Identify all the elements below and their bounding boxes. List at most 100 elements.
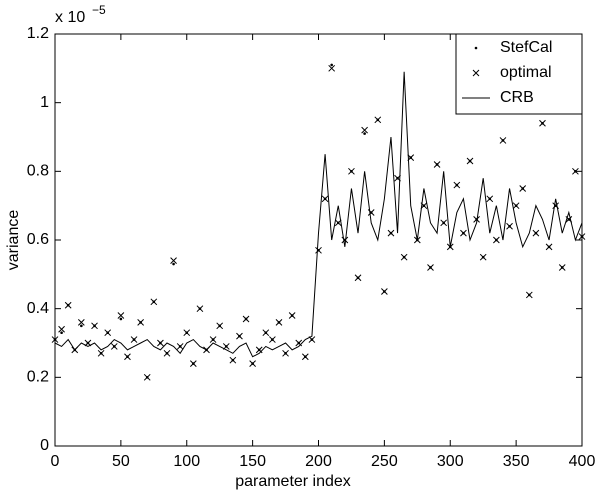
point xyxy=(229,356,237,364)
point xyxy=(473,216,480,223)
point xyxy=(330,63,333,67)
point xyxy=(512,202,520,210)
point xyxy=(60,331,63,335)
legend-swatch xyxy=(472,69,480,77)
point xyxy=(189,360,197,367)
legend-label: StefCal xyxy=(500,39,552,56)
point xyxy=(51,336,59,343)
point xyxy=(321,195,329,203)
point xyxy=(367,209,375,216)
point xyxy=(400,253,408,261)
point xyxy=(176,343,184,350)
y-scale-exponent: −5 xyxy=(92,3,106,17)
y-tick-label: 0.4 xyxy=(27,300,49,317)
x-axis-label: parameter index xyxy=(235,473,351,490)
point xyxy=(525,291,533,299)
y-tick-label: 0 xyxy=(40,437,49,454)
point xyxy=(506,222,513,230)
point xyxy=(363,132,366,135)
legend-label: CRB xyxy=(500,89,534,106)
point xyxy=(249,360,256,367)
point xyxy=(479,253,487,261)
point xyxy=(119,317,123,321)
x-tick-label: 0 xyxy=(51,453,60,470)
point xyxy=(110,343,118,350)
point xyxy=(170,257,177,264)
point xyxy=(77,319,85,326)
point xyxy=(558,264,566,271)
y-tick-label: 0.8 xyxy=(27,163,49,180)
point xyxy=(143,373,151,381)
x-tick-label: 150 xyxy=(239,453,266,470)
x-tick-label: 200 xyxy=(305,453,332,470)
point xyxy=(97,349,105,357)
point xyxy=(328,64,336,72)
point xyxy=(255,346,263,354)
point xyxy=(163,349,171,357)
point xyxy=(519,185,527,192)
y-tick-label: 1.2 xyxy=(27,25,49,42)
point xyxy=(361,126,368,134)
crb-line xyxy=(54,71,583,358)
point xyxy=(545,243,553,251)
x-tick-label: 350 xyxy=(503,453,530,470)
point xyxy=(354,274,362,282)
y-tick-label: 0.2 xyxy=(27,369,49,386)
point xyxy=(539,119,546,127)
point xyxy=(117,312,125,319)
point xyxy=(381,288,388,295)
point xyxy=(209,336,217,343)
point xyxy=(236,332,243,340)
point xyxy=(216,322,224,330)
point xyxy=(58,325,65,333)
point xyxy=(288,312,296,319)
legend-swatch xyxy=(474,46,478,50)
legend-label: optimal xyxy=(500,64,552,81)
x-tick-label: 250 xyxy=(371,453,398,470)
point xyxy=(532,229,540,237)
point xyxy=(157,339,164,347)
point xyxy=(440,219,448,227)
point xyxy=(341,236,349,244)
point xyxy=(578,233,586,240)
point xyxy=(427,264,434,271)
point xyxy=(196,305,204,313)
point xyxy=(242,315,250,323)
point xyxy=(262,329,270,337)
x-tick-label: 100 xyxy=(173,453,200,470)
point xyxy=(301,353,309,361)
point xyxy=(348,167,355,175)
point xyxy=(374,116,382,124)
point xyxy=(91,322,98,330)
point xyxy=(295,339,303,347)
point xyxy=(433,161,441,168)
x-tick-label: 300 xyxy=(437,453,464,470)
point xyxy=(104,329,112,337)
point xyxy=(282,349,289,357)
y-axis-label: variance xyxy=(5,210,22,271)
point xyxy=(130,336,138,343)
x-tick-label: 50 xyxy=(112,453,130,470)
y-scale-base: x 10 xyxy=(55,9,85,26)
point xyxy=(172,262,175,266)
point xyxy=(275,319,283,326)
point xyxy=(80,324,83,328)
x-tick-label: 400 xyxy=(569,453,596,470)
point xyxy=(460,229,467,237)
y-tick-label: 1 xyxy=(40,94,49,111)
point xyxy=(499,137,507,144)
point xyxy=(183,329,191,337)
point xyxy=(150,298,158,306)
point xyxy=(486,195,494,203)
point xyxy=(124,353,131,361)
point xyxy=(64,301,72,309)
point xyxy=(137,319,144,326)
point xyxy=(315,246,322,254)
point xyxy=(387,229,395,237)
point xyxy=(466,157,474,165)
point xyxy=(453,181,461,189)
point xyxy=(269,336,276,343)
point xyxy=(493,236,500,244)
point xyxy=(572,167,579,175)
